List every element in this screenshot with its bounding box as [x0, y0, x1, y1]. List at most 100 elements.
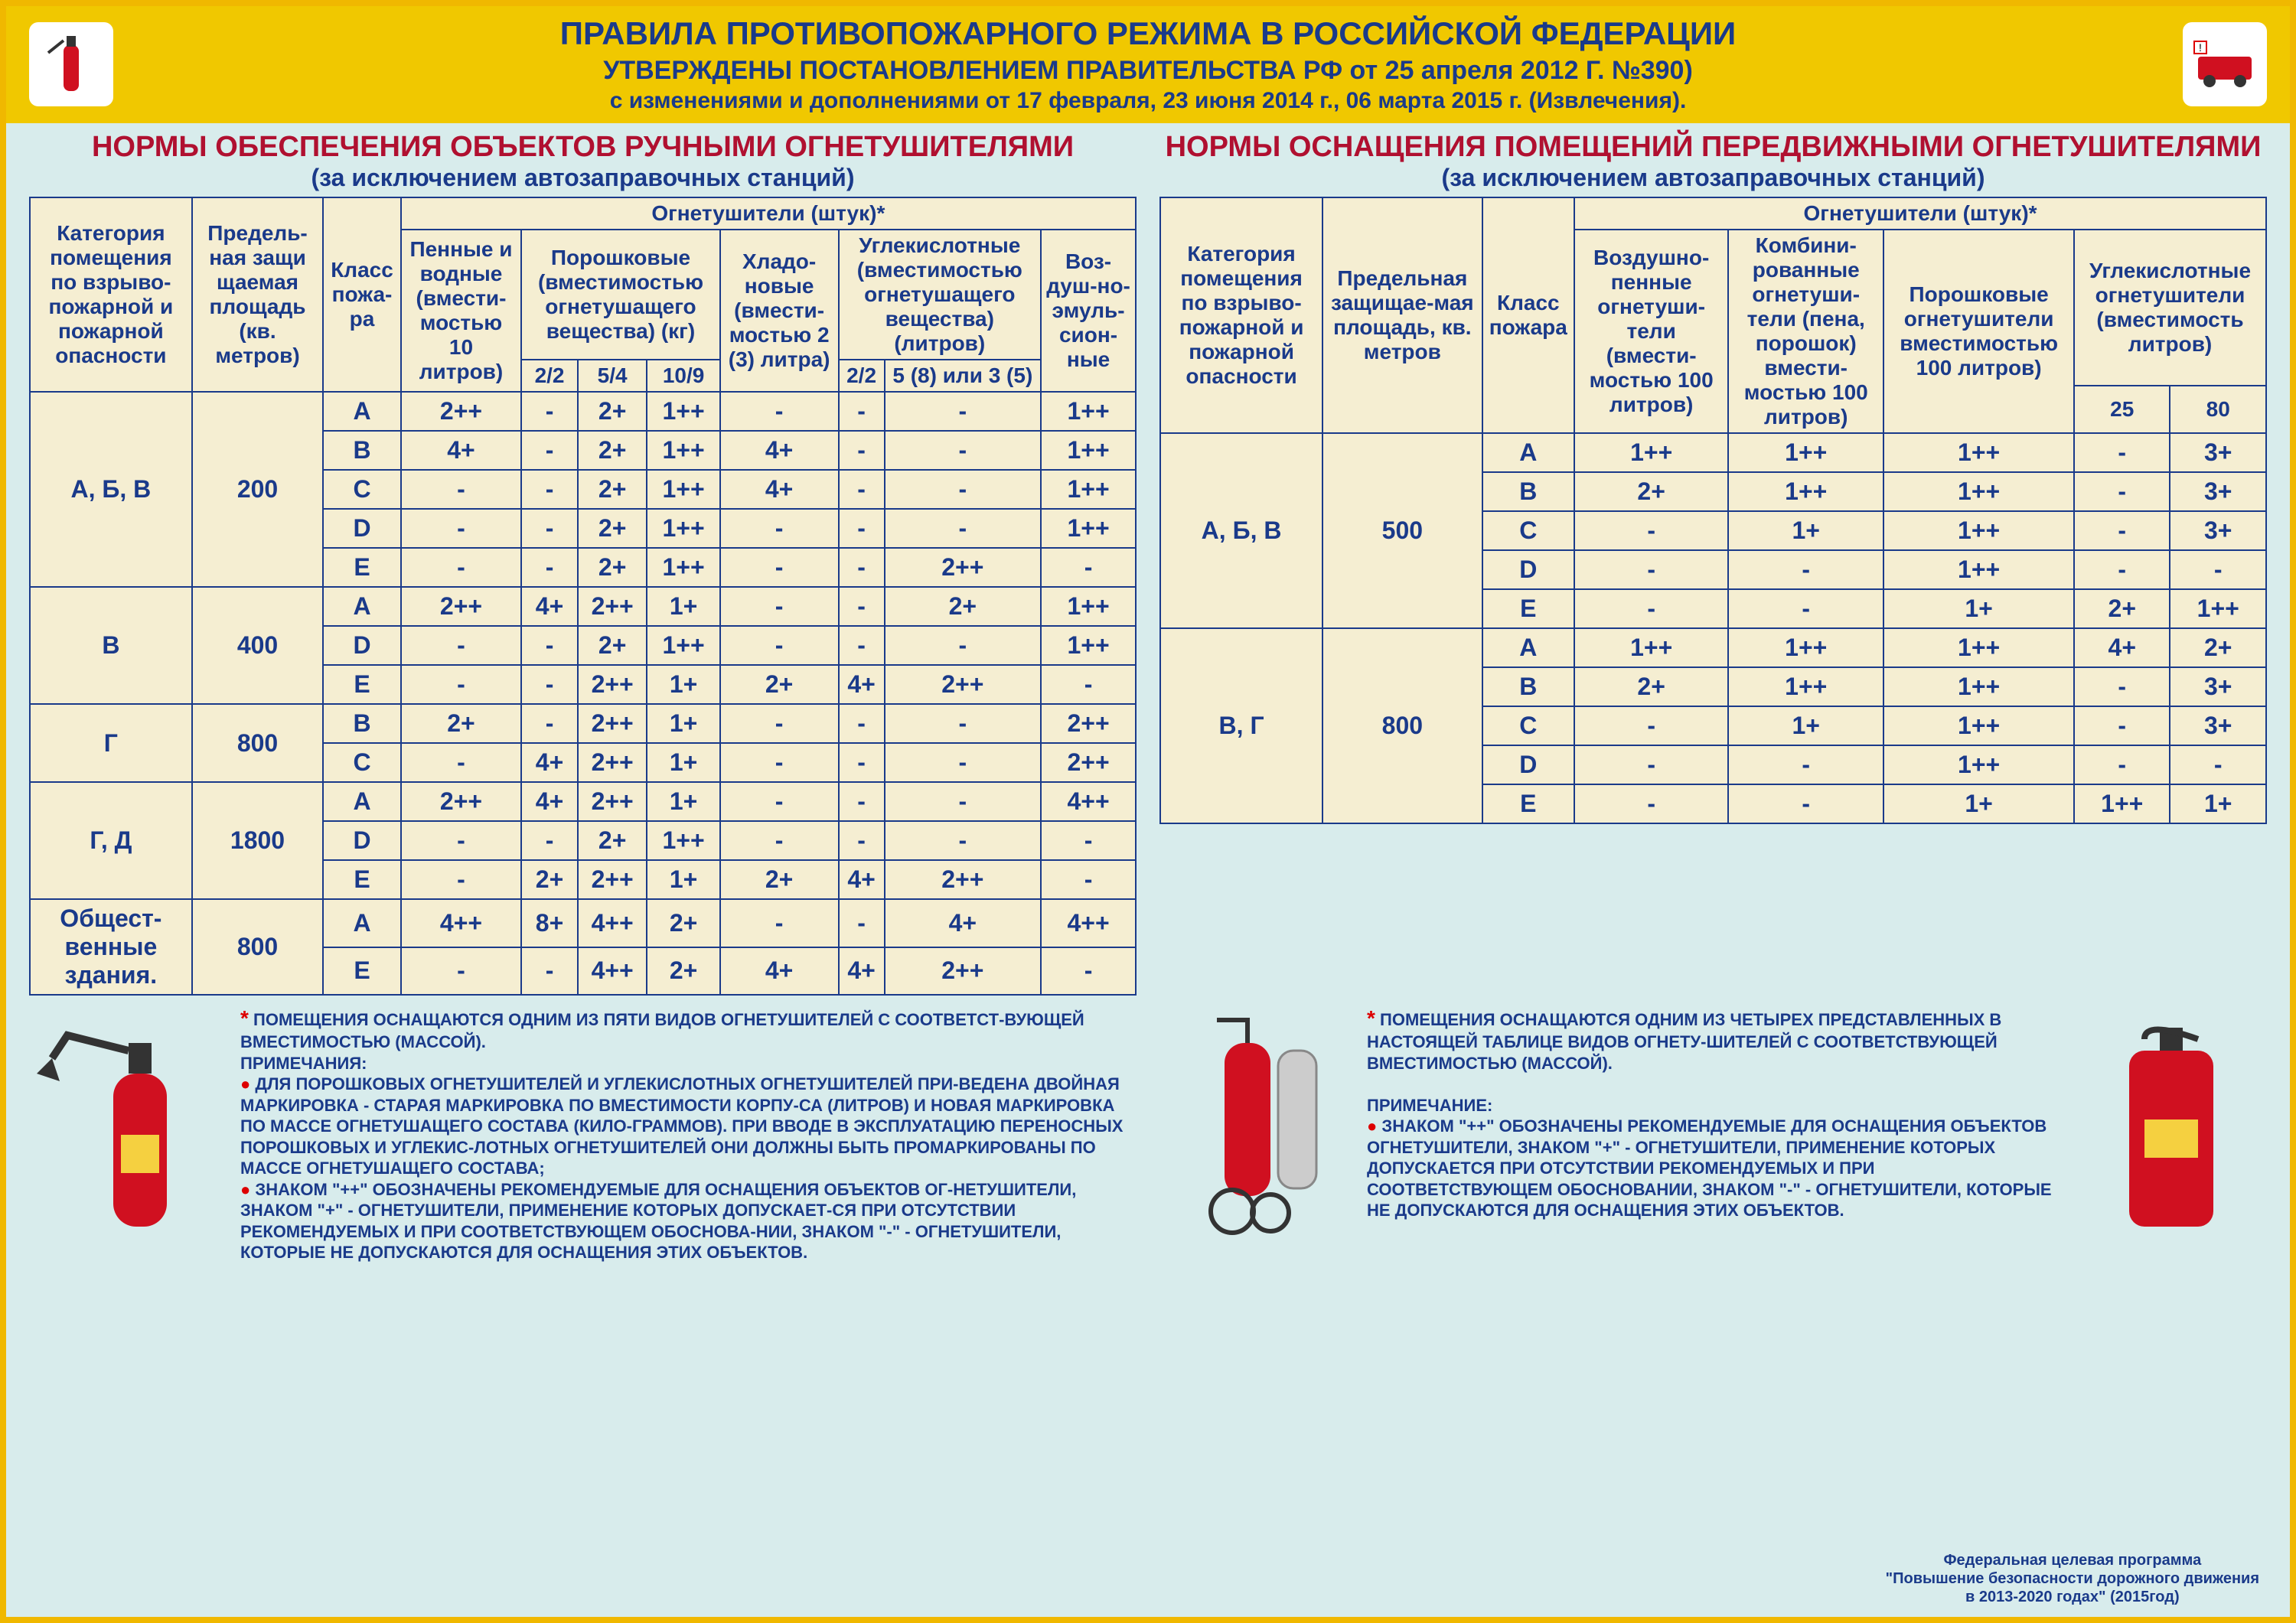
left-panel: НОРМЫ ОБЕСПЕЧЕНИЯ ОБЪЕКТОВ РУЧНЫМИ ОГНЕТ… — [29, 131, 1137, 996]
cell-value: D — [323, 821, 400, 860]
cell-value: - — [720, 782, 839, 821]
handheld-extinguisher-icon — [29, 1005, 228, 1250]
cell-value: В — [323, 704, 400, 743]
cell-value: 4+ — [720, 947, 839, 996]
cell-value: В — [323, 431, 400, 470]
cell-value: 4+ — [720, 431, 839, 470]
cell-value: С — [1482, 511, 1575, 550]
cell-value: 2++ — [885, 665, 1042, 704]
right-ast: ПОМЕЩЕНИЯ ОСНАЩАЮТСЯ ОДНИМ ИЗ ЧЕТЫРЕХ ПР… — [1367, 1010, 2001, 1073]
th-c7a: 2/2 — [839, 360, 885, 392]
th-rclass: Класс пожара — [1482, 197, 1575, 433]
table-row: А, Б, В200А2++-2+1++---1++ — [30, 392, 1136, 431]
cell-value: 8+ — [521, 899, 578, 947]
cell-value: 2++ — [578, 743, 647, 782]
cell-value: - — [885, 704, 1042, 743]
cell-value: 1+ — [647, 782, 719, 821]
cell-value: - — [885, 470, 1042, 509]
cell-value: 2+ — [401, 704, 522, 743]
cell-value: - — [885, 509, 1042, 548]
cell-area: 500 — [1322, 433, 1482, 628]
th-rcat: Категория помещения по взрыво-пожарной и… — [1160, 197, 1322, 433]
header-text: ПРАВИЛА ПРОТИВОПОЖАРНОГО РЕЖИМА В РОССИЙ… — [113, 14, 2183, 116]
th-rarea: Предельная защищае-мая площадь, кв. метр… — [1322, 197, 1482, 433]
cell-category: Г — [30, 704, 192, 782]
cell-value: - — [521, 548, 578, 587]
cell-value: - — [720, 704, 839, 743]
cell-value: А — [323, 587, 400, 626]
cell-value: 4+ — [401, 431, 522, 470]
cell-value: 1++ — [1728, 628, 1883, 667]
cell-value: 2++ — [578, 782, 647, 821]
cell-value: 1+ — [1728, 706, 1883, 745]
cell-category: В, Г — [1160, 628, 1322, 823]
right-table: Категория помещения по взрыво-пожарной и… — [1159, 197, 2267, 824]
left-note-text: * ПОМЕЩЕНИЯ ОСНАЩАЮТСЯ ОДНИМ ИЗ ПЯТИ ВИД… — [240, 1005, 1140, 1263]
th-rc7b: 80 — [2170, 386, 2266, 433]
cell-value: - — [720, 821, 839, 860]
cell-value: 2++ — [578, 665, 647, 704]
th-rc4: Воздушно-пенные огнетуши-тели (вмести-мо… — [1574, 230, 1728, 433]
cell-value: 2+ — [647, 899, 719, 947]
cell-value: 2++ — [578, 704, 647, 743]
cell-value: В — [1482, 667, 1575, 706]
cell-area: 800 — [192, 899, 324, 995]
left-title: НОРМЫ ОБЕСПЕЧЕНИЯ ОБЪЕКТОВ РУЧНЫМИ ОГНЕТ… — [29, 131, 1137, 165]
th-area: Предель-ная защи щаемая площадь (кв. мет… — [192, 197, 324, 392]
cell-value: - — [885, 743, 1042, 782]
notes-row: * ПОМЕЩЕНИЯ ОСНАЩАЮТСЯ ОДНИМ ИЗ ПЯТИ ВИД… — [6, 996, 2290, 1271]
cell-value: 2+ — [578, 821, 647, 860]
footer-l2: "Повышение безопасности дорожного движен… — [1886, 1569, 2259, 1588]
cell-area: 800 — [192, 704, 324, 782]
cell-value: - — [2170, 550, 2266, 589]
cell-value: 1+ — [647, 860, 719, 899]
cell-value: С — [1482, 706, 1575, 745]
cell-area: 200 — [192, 392, 324, 587]
cell-value: А — [1482, 628, 1575, 667]
cell-value: 1++ — [647, 821, 719, 860]
th-c5g: Порошковые (вместимостью огнетушащего ве… — [521, 230, 719, 360]
cell-value: 4+ — [839, 860, 885, 899]
cell-value: 2+ — [720, 665, 839, 704]
cell-value: 1++ — [1041, 431, 1136, 470]
cell-value: - — [1041, 821, 1136, 860]
cell-value: Е — [1482, 589, 1575, 628]
cell-value: С — [323, 743, 400, 782]
th-group: Огнетушители (штук)* — [401, 197, 1136, 230]
cell-value: С — [323, 470, 400, 509]
cell-value: 1++ — [647, 392, 719, 431]
right-note-text: * ПОМЕЩЕНИЯ ОСНАЩАЮТСЯ ОДНИМ ИЗ ЧЕТЫРЕХ … — [1367, 1005, 2056, 1263]
cell-value: - — [720, 509, 839, 548]
cell-value: - — [521, 431, 578, 470]
cell-value: 1++ — [1883, 511, 2074, 550]
cell-value: 1++ — [2170, 589, 2266, 628]
cell-value: 1+ — [647, 743, 719, 782]
left-hdr: ПРИМЕЧАНИЯ: — [240, 1054, 367, 1073]
cell-value: - — [720, 743, 839, 782]
cell-value: - — [720, 548, 839, 587]
cell-value: 1++ — [1883, 550, 2074, 589]
left-sub: (за исключением автозаправочных станций) — [29, 164, 1137, 192]
cell-value: - — [2074, 433, 2170, 472]
cell-value: 4++ — [1041, 899, 1136, 947]
cell-value: - — [2074, 511, 2170, 550]
cell-value: А — [1482, 433, 1575, 472]
cell-value: 2++ — [578, 860, 647, 899]
cell-value: - — [521, 665, 578, 704]
cell-value: - — [1728, 784, 1883, 823]
cell-value: 2+ — [1574, 472, 1728, 511]
cell-value: 3+ — [2170, 667, 2266, 706]
cell-value: 2+ — [578, 509, 647, 548]
cell-value: - — [521, 947, 578, 996]
left-notes: * ПОМЕЩЕНИЯ ОСНАЩАЮТСЯ ОДНИМ ИЗ ПЯТИ ВИД… — [29, 1005, 1140, 1263]
cell-value: - — [885, 626, 1042, 665]
cell-value: 2++ — [401, 392, 522, 431]
cell-value: - — [1574, 511, 1728, 550]
cell-value: 2+ — [2170, 628, 2266, 667]
cell-value: Е — [323, 665, 400, 704]
cell-value: D — [323, 509, 400, 548]
cell-value: 1+ — [647, 665, 719, 704]
cell-value: - — [521, 470, 578, 509]
cell-value: 2+ — [1574, 667, 1728, 706]
cell-value: - — [720, 899, 839, 947]
